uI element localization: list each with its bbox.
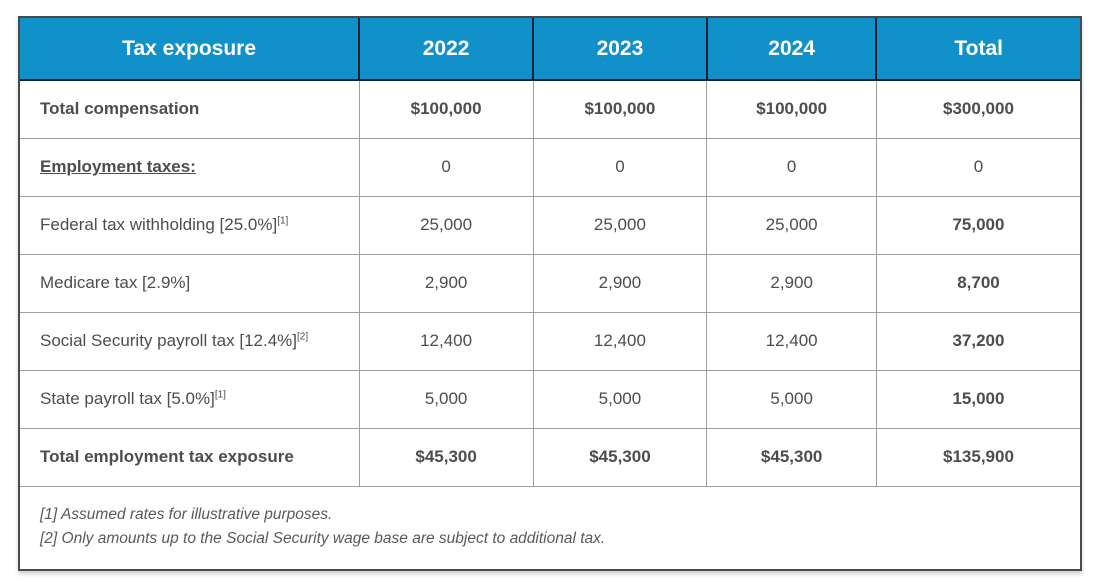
year-value-cell: 25,000 xyxy=(533,196,708,255)
row-label-text: Total compensation xyxy=(40,99,200,119)
total-value-cell: $135,900 xyxy=(876,428,1080,486)
year-value-cell: 25,000 xyxy=(706,196,877,255)
header-total: Total xyxy=(876,18,1080,81)
footnote-marker: [1] xyxy=(214,389,226,401)
tax-table: Tax exposure 2022 2023 2024 Total Total … xyxy=(20,18,1080,486)
total-value-cell: 0 xyxy=(876,138,1080,197)
year-value-cell: 25,000 xyxy=(359,196,534,255)
year-value-cell: 0 xyxy=(706,138,877,197)
row-label: Employment taxes: xyxy=(20,138,360,197)
year-value-cell: 12,400 xyxy=(359,312,534,371)
header-2023: 2023 xyxy=(533,18,708,81)
year-value-cell: 0 xyxy=(533,138,708,197)
header-tax-exposure: Tax exposure xyxy=(20,18,361,81)
year-value-cell: 5,000 xyxy=(359,370,534,429)
total-value-cell: 37,200 xyxy=(876,312,1080,371)
table-row: State payroll tax [5.0%][1] 5,000 5,000 5,0… xyxy=(20,370,1080,429)
table-header: Tax exposure 2022 2023 2024 Total xyxy=(20,18,1080,81)
year-value-cell: $45,300 xyxy=(359,428,534,486)
year-value-cell: 2,900 xyxy=(533,254,708,313)
year-value-cell: 5,000 xyxy=(706,370,877,429)
tax-exposure-table: Tax exposure 2022 2023 2024 Total Total … xyxy=(18,16,1082,572)
row-label: Medicare tax [2.9%] xyxy=(20,254,360,313)
year-value-cell: $45,300 xyxy=(706,428,877,486)
year-value-cell: 12,400 xyxy=(533,312,708,371)
footnote-2: [2] Only amounts up to the Social Securi… xyxy=(40,530,606,548)
year-value-cell: $100,000 xyxy=(533,80,708,139)
total-value-cell: 15,000 xyxy=(876,370,1080,429)
year-value-cell: 5,000 xyxy=(533,370,708,429)
year-value-cell: $100,000 xyxy=(359,80,534,139)
row-label: Total employment tax exposure xyxy=(20,428,360,486)
table-body: Total compensation $100,000 $100,000 $100,0… xyxy=(20,80,1080,486)
year-value-cell: $100,000 xyxy=(706,80,877,139)
table-row: Total employment tax exposure $45,300 $45,… xyxy=(20,428,1080,486)
total-value-cell: $300,000 xyxy=(876,80,1080,139)
year-value-cell: $45,300 xyxy=(533,428,708,486)
table-row: Social Security payroll tax [12.4%][2] 12… xyxy=(20,312,1080,371)
table-row: Federal tax withholding [25.0%][1] 25,000… xyxy=(20,196,1080,255)
row-label: State payroll tax [5.0%][1] xyxy=(20,370,360,429)
row-label: Social Security payroll tax [12.4%][2] xyxy=(20,312,360,371)
year-value-cell: 2,900 xyxy=(706,254,877,313)
header-2022: 2022 xyxy=(359,18,535,81)
row-label-text: Medicare tax [2.9%] xyxy=(40,273,191,292)
row-label-text: State payroll tax [5.0%] xyxy=(40,389,215,408)
row-label-text: Federal tax withholding [25.0%] xyxy=(40,215,278,234)
total-value-cell: 8,700 xyxy=(876,254,1080,313)
table-row: Medicare tax [2.9%] 2,900 2,900 2,900 8,700 xyxy=(20,254,1080,313)
year-value-cell: 2,900 xyxy=(359,254,534,313)
header-row: Tax exposure 2022 2023 2024 Total xyxy=(20,18,1080,81)
header-2024: 2024 xyxy=(706,18,878,81)
footnotes: [1] Assumed rates for illustrative purpo… xyxy=(20,486,1080,570)
row-label-text: Total employment tax exposure xyxy=(40,447,294,467)
year-value-cell: 12,400 xyxy=(706,312,877,371)
footnote-marker: [1] xyxy=(277,215,289,227)
footnote-1: [1] Assumed rates for illustrative purpo… xyxy=(40,506,333,523)
total-value-cell: 75,000 xyxy=(876,196,1080,255)
table-row: Total compensation $100,000 $100,000 $100,0… xyxy=(20,80,1080,139)
footnote-marker: [2] xyxy=(297,331,309,343)
row-label: Federal tax withholding [25.0%][1] xyxy=(20,196,360,255)
row-label-text: Employment taxes: xyxy=(40,157,196,176)
row-label: Total compensation xyxy=(20,80,360,139)
year-value-cell: 0 xyxy=(359,138,534,197)
row-label-text: Social Security payroll tax [12.4%] xyxy=(40,331,298,350)
